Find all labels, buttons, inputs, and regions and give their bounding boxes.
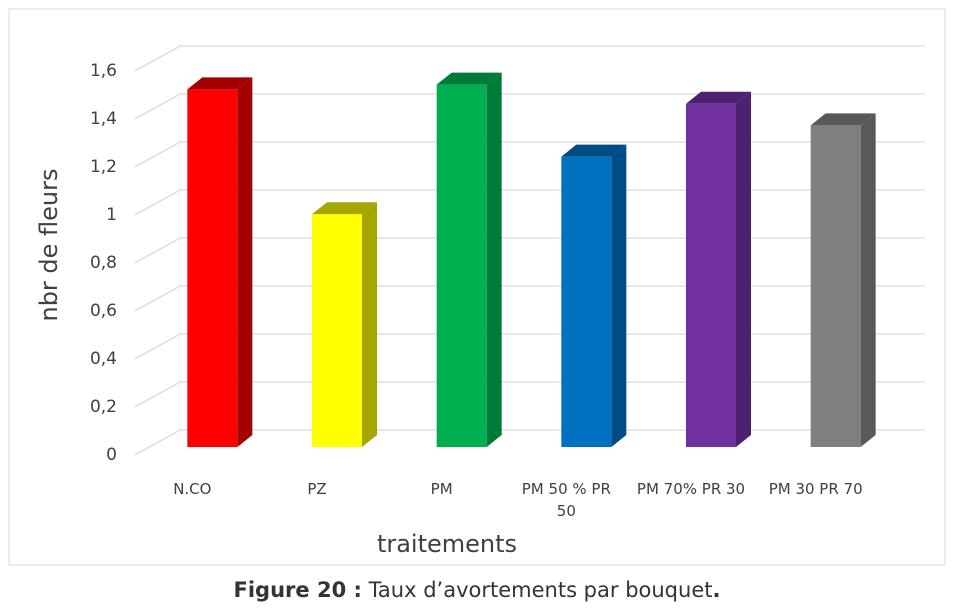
- caption-end: .: [712, 578, 721, 602]
- bar-side: [611, 144, 627, 447]
- x-tick-label: PM 70% PR 30: [636, 480, 746, 498]
- y-tick-label: 1,2: [90, 157, 117, 177]
- y-tick-label: 0,8: [90, 253, 117, 273]
- grid-line: [134, 189, 925, 216]
- y-tick-label: 0: [106, 445, 117, 465]
- bar: [810, 113, 876, 448]
- y-tick-label: 0,4: [90, 349, 117, 369]
- bar: [561, 144, 627, 447]
- bar-top: [810, 113, 876, 126]
- bar: [686, 91, 751, 448]
- bar-top: [187, 77, 253, 90]
- bar: [187, 77, 253, 448]
- bar: [436, 72, 502, 447]
- y-tick-label: 1: [106, 205, 117, 225]
- x-tick-label: PM 50 % PR 50: [521, 480, 611, 520]
- bar-side: [860, 113, 876, 448]
- grid-line: [134, 381, 925, 408]
- bar-side: [362, 202, 377, 447]
- caption-text: Taux d’avortements par bouquet: [368, 578, 713, 602]
- bar-top: [686, 91, 751, 104]
- bar-side: [237, 77, 253, 448]
- bar-front: [686, 103, 736, 448]
- bar-front: [810, 125, 861, 448]
- bar-top: [312, 202, 377, 215]
- grid-line: [134, 93, 925, 120]
- caption-label: Figure 20 :: [233, 578, 362, 602]
- y-tick-label: 0,6: [90, 301, 117, 321]
- bar-front: [312, 214, 362, 447]
- y-tick-label: 1,4: [90, 109, 117, 129]
- x-tick-label: PM 30 PR 70: [768, 480, 863, 498]
- bar-front: [436, 84, 487, 447]
- grid-line: [134, 333, 925, 360]
- caption: Figure 20 : Taux d’avortements par bouqu…: [0, 578, 954, 602]
- y-tick-label: 0,2: [90, 397, 117, 417]
- grid-line: [134, 429, 925, 456]
- x-tick-label: PM: [430, 480, 453, 498]
- x-axis-title: traitements: [377, 530, 517, 558]
- bar-top: [561, 144, 627, 157]
- x-tick-label: N.CO: [173, 480, 212, 498]
- bar-side: [736, 91, 751, 448]
- grid-line: [134, 141, 925, 168]
- bar-side: [486, 72, 502, 447]
- grid-line: [134, 45, 925, 72]
- grid-line: [134, 285, 925, 312]
- x-tick-label: PZ: [307, 480, 327, 498]
- bar-top: [436, 72, 502, 85]
- bar: [312, 202, 377, 447]
- bar-front: [561, 156, 612, 447]
- bar-front: [187, 89, 238, 448]
- y-axis-title: nbr de fleurs: [35, 168, 63, 321]
- y-tick-label: 1,6: [90, 61, 117, 81]
- grid-line: [134, 237, 925, 264]
